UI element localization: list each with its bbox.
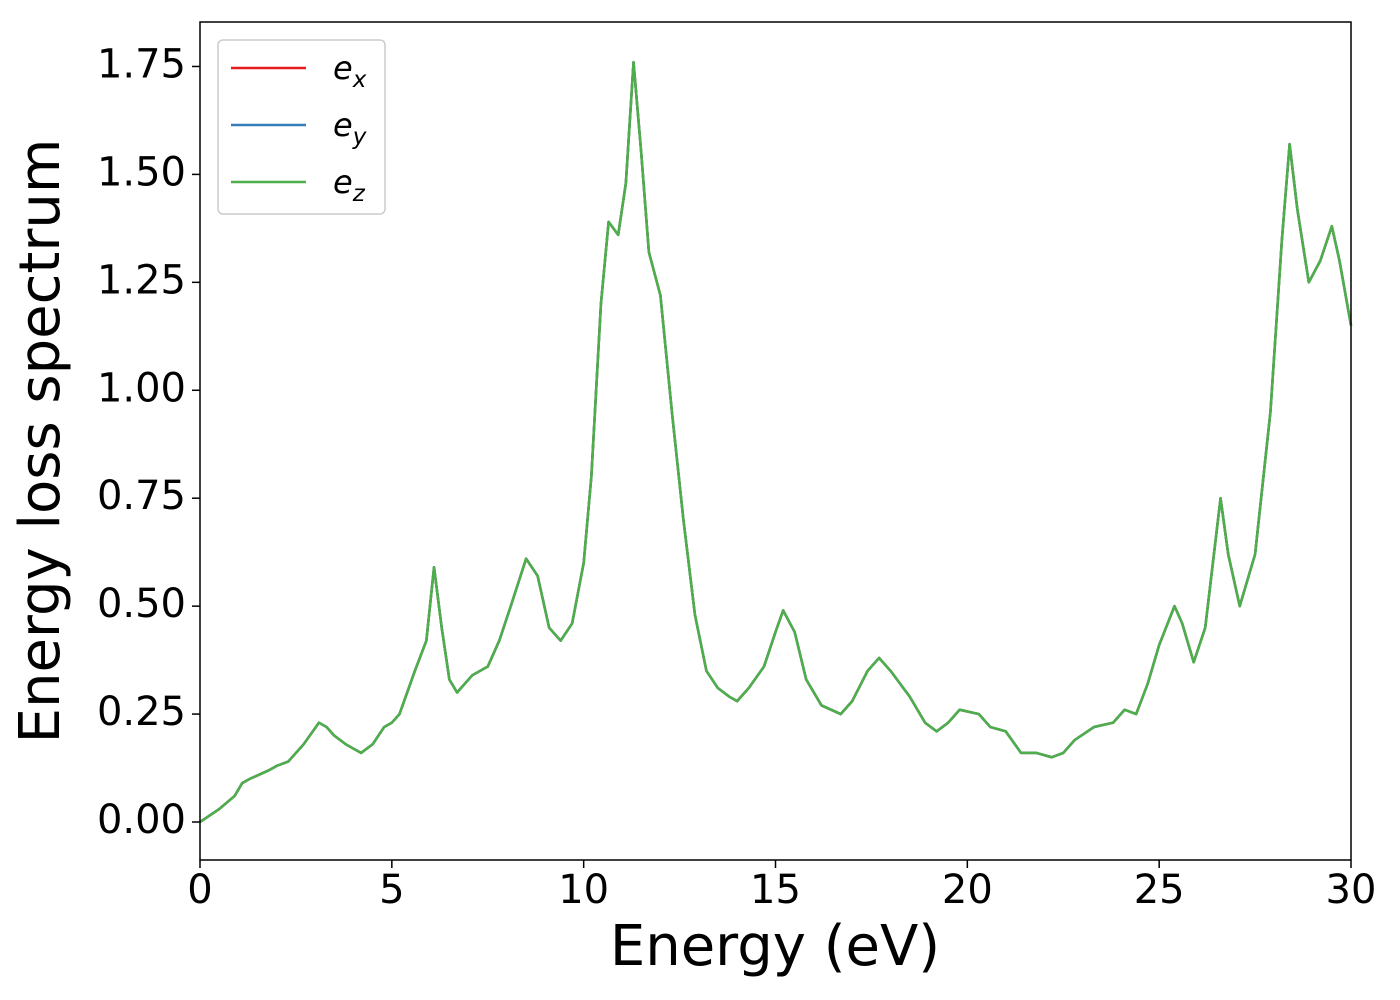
x-tick-label: 25 bbox=[1134, 867, 1185, 913]
y-tick-label: 0.00 bbox=[97, 797, 186, 843]
x-axis-label: Energy (eV) bbox=[610, 914, 940, 979]
y-tick-label: 1.00 bbox=[97, 365, 186, 411]
y-tick-label: 0.50 bbox=[97, 581, 186, 627]
series-line bbox=[199, 60, 1353, 824]
legend-label: ey bbox=[333, 106, 367, 150]
y-tick-label: 1.50 bbox=[97, 149, 186, 195]
x-tick-label: 5 bbox=[379, 867, 404, 913]
x-tick-label: 30 bbox=[1326, 867, 1377, 913]
x-tick-label: 15 bbox=[750, 867, 801, 913]
legend: ex ey ez bbox=[217, 39, 386, 215]
y-tick-label: 0.25 bbox=[97, 689, 186, 735]
legend-label: ez bbox=[333, 163, 366, 207]
y-tick-label: 1.75 bbox=[97, 41, 186, 87]
y-tick-label: 0.75 bbox=[97, 473, 186, 519]
legend-label: ex bbox=[333, 49, 367, 93]
x-tick-label: 20 bbox=[942, 867, 993, 913]
legend-box bbox=[217, 39, 386, 215]
axes-frame bbox=[199, 21, 1352, 861]
x-tick-label: 10 bbox=[558, 867, 609, 913]
y-axis-label: Energy loss spectrum bbox=[8, 139, 73, 744]
y-tick-label: 1.25 bbox=[97, 257, 186, 303]
x-tick-label: 0 bbox=[187, 867, 212, 913]
